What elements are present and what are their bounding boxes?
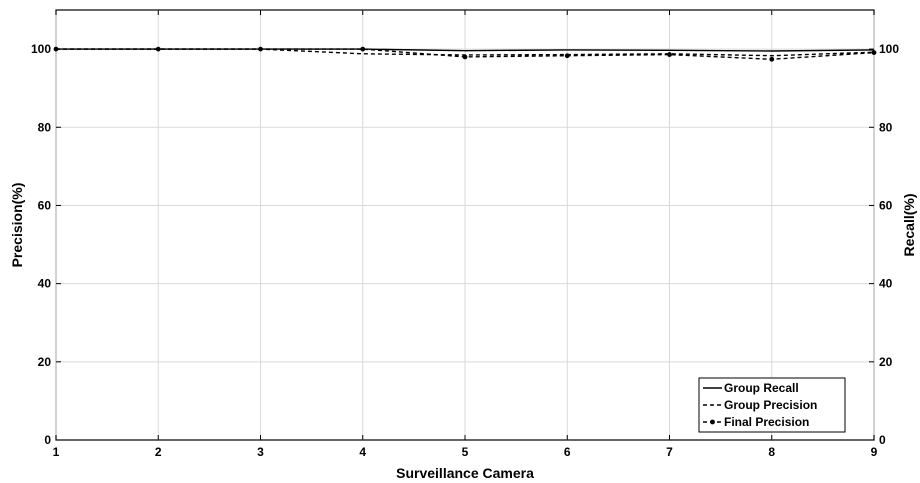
x-tick-label: 2 <box>155 445 162 459</box>
data-point-final-precision <box>564 53 570 59</box>
y-tick-label-left: 0 <box>44 433 51 447</box>
data-point-final-precision <box>769 56 775 62</box>
x-tick-label: 7 <box>666 445 673 459</box>
x-tick-label: 9 <box>871 445 878 459</box>
data-point-final-precision <box>360 46 366 52</box>
x-tick-label: 3 <box>257 445 264 459</box>
y-tick-label-right: 20 <box>879 355 893 369</box>
y-tick-label-right: 60 <box>879 198 893 212</box>
series-layer <box>53 46 877 62</box>
data-point-final-precision <box>53 46 59 52</box>
y-tick-label-left: 40 <box>38 277 52 291</box>
data-point-final-precision <box>871 50 877 56</box>
data-point-final-precision <box>155 46 161 52</box>
x-tick-label: 6 <box>564 445 571 459</box>
y-tick-label-left: 100 <box>31 42 51 56</box>
data-point-final-precision <box>258 46 263 52</box>
y-tick-label-left: 60 <box>38 198 52 212</box>
legend-label: Group Precision <box>724 398 817 412</box>
x-axis-title: Surveillance Camera <box>396 465 534 481</box>
y-tick-label-right: 0 <box>879 433 886 447</box>
x-tick-label: 4 <box>359 445 366 459</box>
legend-label: Group Recall <box>724 381 799 395</box>
legend-marker <box>710 419 715 425</box>
legend: Group Recall Group Precision Final Precisi… <box>698 377 846 433</box>
x-tick-label: 8 <box>768 445 775 459</box>
legend-label: Final Precision <box>724 415 809 429</box>
y-axis-title-left: Precision(%) <box>9 183 25 268</box>
data-point-final-precision <box>462 54 468 60</box>
y-tick-label-left: 80 <box>38 120 52 134</box>
y-tick-label-left: 20 <box>38 355 52 369</box>
x-tick-label: 5 <box>462 445 469 459</box>
y-tick-label-right: 40 <box>879 277 893 291</box>
y-tick-label-right: 80 <box>879 120 893 134</box>
data-point-final-precision <box>667 52 672 57</box>
y-axis-title-right: Recall(%) <box>901 193 917 256</box>
x-tick-label: 1 <box>53 445 60 459</box>
legend-box <box>698 377 846 433</box>
y-tick-label-right: 100 <box>879 42 899 56</box>
